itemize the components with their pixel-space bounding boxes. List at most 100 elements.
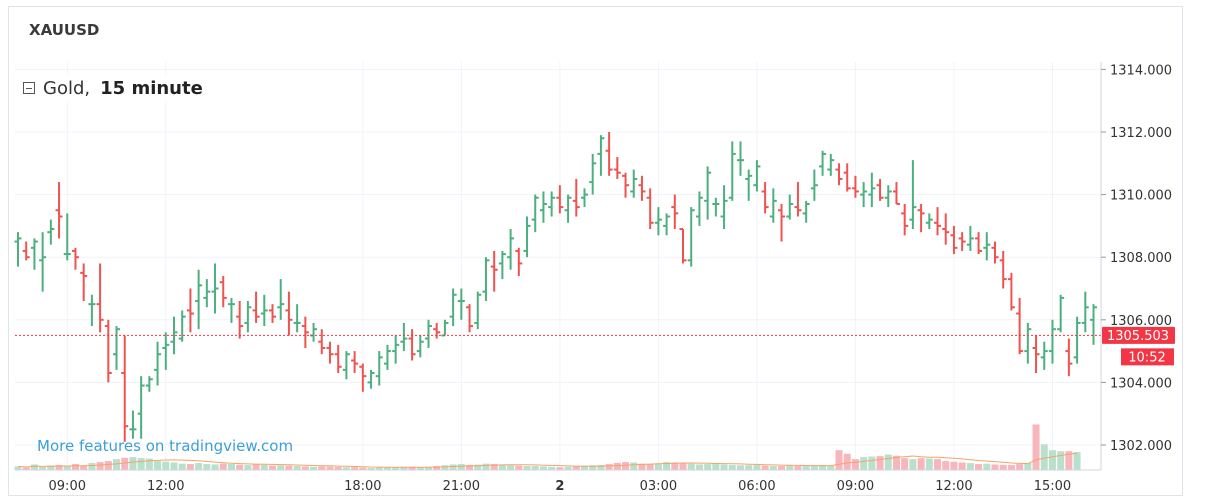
volume-bar — [433, 466, 441, 470]
ohlc-bar — [704, 166, 712, 220]
ohlc-bar — [55, 182, 63, 239]
ohlc-bar — [277, 279, 285, 320]
ohlc-bar — [154, 341, 162, 386]
ohlc-bar — [580, 188, 588, 208]
volume-bar — [400, 466, 408, 470]
ohlc-bar — [236, 301, 244, 339]
price-axis[interactable]: 1302.000 1304.000 1306.000 1308.000 1310.000… — [1101, 63, 1172, 454]
ohlc-bar — [334, 344, 342, 374]
ohlc-bar — [515, 247, 523, 276]
volume-bar — [301, 466, 309, 470]
x-tick-label: 15:00 — [1034, 479, 1071, 494]
volume-bar — [917, 458, 925, 470]
ohlc-bar — [498, 250, 506, 280]
volume-bar — [745, 465, 753, 470]
volume-bar — [704, 464, 712, 470]
tradingview-promo-link[interactable]: More features on tradingview.com — [37, 437, 294, 455]
last-price-label: 1305.503 — [1102, 326, 1175, 344]
volume-bar — [810, 465, 818, 470]
volume-bar — [827, 466, 835, 470]
volume-bar — [195, 463, 203, 470]
volume-bar — [260, 464, 268, 470]
y-tick-label: 1304.000 — [1110, 376, 1172, 391]
ohlc-bar — [88, 294, 96, 327]
volume-bar — [589, 465, 597, 470]
volume-bar — [753, 465, 761, 470]
volume-bar — [1024, 463, 1032, 470]
volume-bar — [950, 461, 958, 470]
ohlc-bar — [613, 157, 621, 179]
volume-bar — [991, 464, 999, 470]
volume-bar — [342, 467, 350, 470]
volume-bar — [712, 464, 720, 470]
ohlc-bar — [736, 141, 744, 176]
ohlc-bar — [589, 153, 597, 195]
ohlc-bar — [449, 288, 457, 327]
volume-bar — [892, 455, 900, 470]
volume-bar — [129, 457, 137, 470]
countdown-value: 10:52 — [1128, 350, 1165, 365]
ohlc-bar — [96, 263, 104, 333]
ohlc-bar — [359, 363, 367, 392]
volume-bar — [482, 463, 490, 470]
ohlc-bar — [728, 141, 736, 201]
ohlc-bar — [523, 216, 531, 258]
volume-bar — [121, 457, 129, 470]
ohlc-bar — [539, 191, 547, 223]
volume-bar — [572, 466, 580, 470]
volume-bar — [1057, 451, 1065, 470]
volume-bar — [958, 462, 966, 470]
volume-bar — [449, 464, 457, 470]
volume-bar — [219, 463, 227, 470]
volume-bar — [1040, 444, 1048, 470]
ohlc-bar — [876, 178, 884, 201]
volume-bar — [942, 461, 950, 470]
ohlc-bar — [30, 238, 38, 270]
volume-bar — [490, 464, 498, 470]
time-axis[interactable]: 09:00 12:00 18:00 21:00 2 03:00 06:00 09:00 12:0… — [49, 479, 1072, 494]
volume-bar — [88, 463, 96, 470]
volume-bar — [474, 464, 482, 470]
volume-bar — [466, 464, 474, 470]
volume-bar — [1065, 451, 1073, 470]
collapse-legend-icon[interactable] — [23, 82, 35, 94]
volume-bar — [1073, 452, 1081, 470]
ohlc-bar — [342, 351, 350, 380]
ohlc-bar — [802, 200, 810, 223]
y-tick-label: 1312.000 — [1110, 126, 1172, 141]
ohlc-bar — [301, 316, 309, 348]
volume-bar — [769, 466, 777, 470]
ohlc-bar — [39, 232, 47, 292]
volume-bar — [654, 463, 662, 470]
volume-bar — [934, 459, 942, 470]
ohlc-bar — [104, 319, 112, 383]
ohlc-bar — [1048, 319, 1056, 364]
volume-bar — [531, 466, 539, 470]
volume-bar — [778, 466, 786, 470]
volume-bar — [137, 458, 145, 470]
volume-bar — [408, 466, 416, 470]
volume-bar — [351, 467, 359, 470]
ohlc-bar — [695, 191, 703, 226]
ohlc-bar — [113, 326, 121, 370]
volume-bar — [728, 465, 736, 470]
volume-bar — [843, 453, 851, 470]
volume-bar — [622, 462, 630, 470]
ohlc-bar — [556, 185, 564, 214]
volume-bar — [564, 466, 572, 470]
volume-bar — [277, 465, 285, 470]
ohlc-bar — [999, 250, 1007, 289]
volume-bar — [884, 454, 892, 470]
volume-bar — [999, 464, 1007, 470]
ohlc-bar — [211, 263, 219, 314]
ohlc-bar — [1073, 316, 1081, 364]
ohlc-bar — [548, 191, 556, 217]
ohlc-bar — [860, 182, 868, 208]
ohlc-bar — [761, 182, 769, 214]
volume-bar — [835, 450, 843, 470]
chart-legend: Gold , 15 minute — [20, 74, 243, 102]
x-tick-label: 03:00 — [640, 479, 677, 494]
volume-bar — [170, 462, 178, 470]
ohlc-bar — [425, 319, 432, 348]
